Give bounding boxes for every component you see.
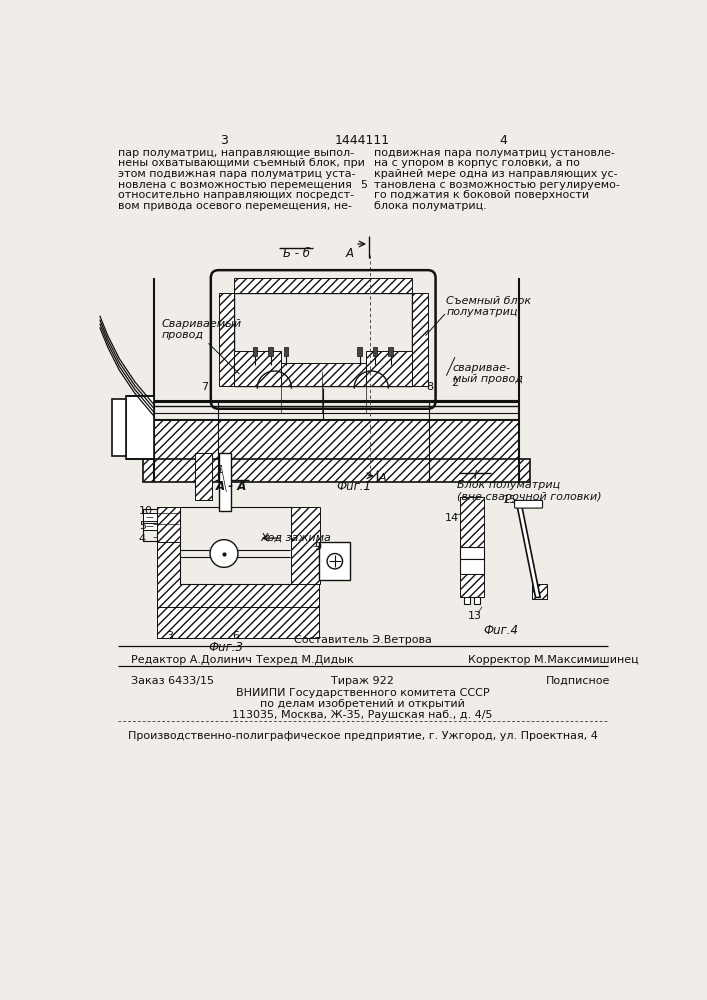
Bar (126, 396, 154, 459)
Bar (284, 347, 288, 356)
Bar (143, 459, 530, 482)
Bar (180, 507, 292, 584)
Bar (234, 293, 412, 386)
Bar (195, 453, 212, 500)
Bar (143, 509, 156, 541)
Text: крайней мере одна из направляющих ус-: крайней мере одна из направляющих ус- (373, 169, 617, 179)
FancyBboxPatch shape (515, 500, 542, 508)
Text: Тираж 922: Тираж 922 (332, 676, 395, 686)
Text: Заказ 6433/15: Заказ 6433/15 (131, 676, 214, 686)
Bar (154, 420, 518, 459)
Text: 4: 4 (499, 134, 507, 147)
Bar (156, 507, 320, 607)
Text: I: I (474, 469, 477, 482)
Bar (532, 584, 547, 599)
Text: Составитель Э.Ветрова: Составитель Э.Ветрова (294, 635, 432, 645)
Bar (268, 347, 273, 356)
Text: А - А: А - А (216, 480, 247, 493)
Text: Редактор А.Долинич: Редактор А.Долинич (131, 655, 252, 665)
Text: блока полуматриц.: блока полуматриц. (373, 201, 486, 211)
Bar (143, 513, 156, 521)
Text: вом привода осевого перемещения, не-: вом привода осевого перемещения, не- (118, 201, 352, 211)
Bar (373, 347, 378, 356)
Text: 5: 5 (139, 521, 146, 531)
Text: 1: 1 (216, 465, 223, 475)
Bar (388, 347, 393, 356)
Bar (218, 453, 231, 511)
Bar (357, 347, 362, 356)
Bar (366, 351, 412, 386)
Text: Корректор М.Максимишинец: Корректор М.Максимишинец (468, 655, 638, 665)
Circle shape (210, 540, 238, 567)
Bar (112, 399, 126, 456)
Text: 3: 3 (220, 134, 228, 147)
Text: 3: 3 (166, 631, 173, 641)
Text: Производственно-полиграфическое предприятие, г. Ужгород, ул. Проектная, 4: Производственно-полиграфическое предприя… (128, 731, 597, 741)
Text: тановлена с возможностью регулируемо-: тановлена с возможностью регулируемо- (373, 180, 619, 190)
Bar (156, 607, 320, 638)
Text: Фuг.1: Фuг.1 (337, 480, 371, 493)
Bar (412, 293, 428, 386)
Text: нены охватывающими съемный блок, при: нены охватывающими съемный блок, при (118, 158, 365, 168)
Text: новлена с возможностью перемещения: новлена с возможностью перемещения (118, 180, 351, 190)
Text: Фuг.4: Фuг.4 (484, 624, 519, 637)
Bar (281, 363, 366, 386)
Text: на с упором в корпус головки, а по: на с упором в корпус головки, а по (373, 158, 580, 168)
Text: 15: 15 (503, 495, 517, 505)
Circle shape (327, 554, 343, 569)
Text: Свариваемый
провод: Свариваемый провод (162, 319, 242, 340)
Bar (252, 347, 257, 356)
Polygon shape (516, 501, 540, 597)
Text: 6: 6 (232, 631, 239, 641)
Text: пар полуматриц, направляющие выпол-: пар полуматриц, направляющие выпол- (118, 148, 354, 158)
Bar (474, 597, 480, 604)
Text: по делам изобретений и открытий: по делам изобретений и открытий (260, 699, 465, 709)
Text: относительно направляющих посредст-: относительно направляющих посредст- (118, 190, 354, 200)
Text: 7: 7 (201, 382, 208, 392)
Text: 10: 10 (139, 506, 153, 516)
Bar (234, 278, 412, 293)
Bar (464, 597, 470, 604)
Text: Б - б: Б - б (283, 247, 310, 260)
Bar (234, 351, 281, 386)
Text: подвижная пара полуматриц установле-: подвижная пара полуматриц установле- (373, 148, 614, 158)
Text: 9: 9 (315, 542, 322, 552)
Bar (460, 559, 484, 574)
Text: А: А (378, 473, 386, 483)
Bar (156, 507, 180, 542)
Text: Ход зажима: Ход зажима (260, 533, 332, 543)
Text: 2: 2 (451, 378, 458, 388)
Bar (460, 574, 484, 597)
Text: Подписное: Подписное (546, 676, 610, 686)
Text: 13: 13 (468, 611, 482, 621)
Text: сваривае-
мый провод: сваривае- мый провод (452, 363, 522, 384)
Text: 1444111: 1444111 (335, 134, 390, 147)
Bar (460, 547, 484, 559)
Text: А: А (346, 247, 354, 260)
Text: 14: 14 (445, 513, 459, 523)
Bar (291, 507, 320, 584)
Bar (320, 542, 351, 580)
Text: ВНИИПИ Государственного комитета СССР: ВНИИПИ Государственного комитета СССР (236, 688, 489, 698)
Bar (218, 293, 234, 386)
Text: го поджатия к боковой поверхности: го поджатия к боковой поверхности (373, 190, 589, 200)
Bar (460, 497, 484, 547)
Text: 4: 4 (139, 534, 146, 544)
Bar (143, 523, 156, 530)
Text: Съемный блок
полуматриц: Съемный блок полуматриц (446, 296, 532, 317)
Text: Блок полуматриц
(вне сварочной головки): Блок полуматриц (вне сварочной головки) (457, 480, 601, 502)
Text: этом подвижная пара полуматриц уста-: этом подвижная пара полуматриц уста- (118, 169, 356, 179)
Text: 5: 5 (360, 180, 367, 190)
Text: 8: 8 (426, 382, 433, 392)
Text: Техред М.Дидык: Техред М.Дидык (257, 655, 354, 665)
Text: 113035, Москва, Ж-35, Раушская наб., д. 4/5: 113035, Москва, Ж-35, Раушская наб., д. … (233, 710, 493, 720)
Text: Фuг.3: Фuг.3 (209, 641, 243, 654)
